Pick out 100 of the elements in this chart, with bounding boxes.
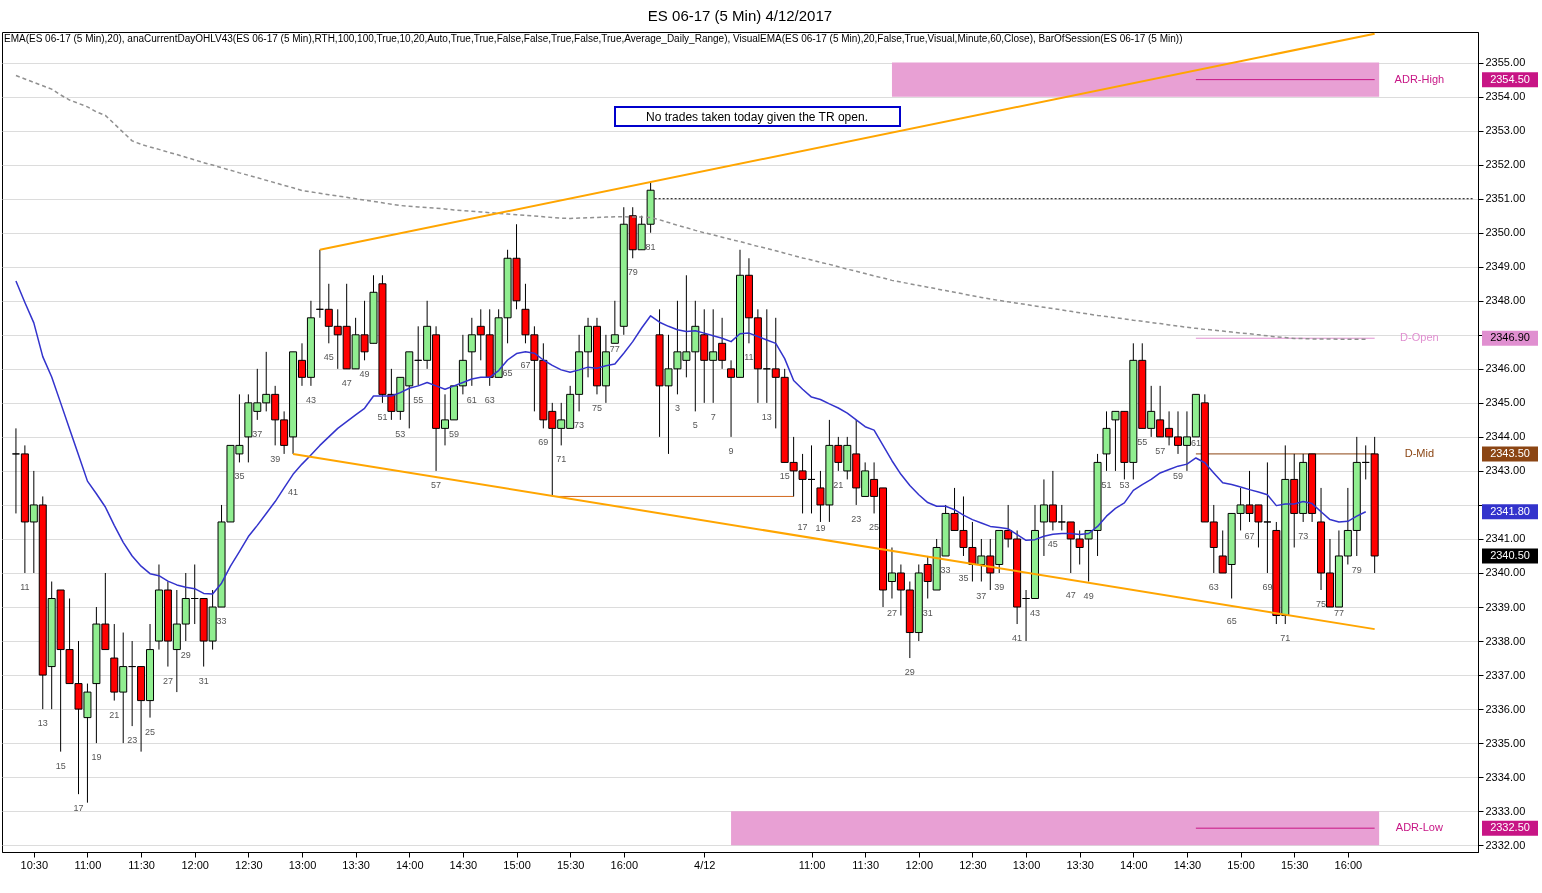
x-tick-label: 10:30	[20, 858, 49, 871]
x-tick-label: 14:00	[395, 858, 424, 871]
y-tick-label: 2350.00	[1485, 226, 1526, 239]
text: 11	[744, 352, 754, 363]
text: 2341.80	[1490, 504, 1530, 517]
text: 65	[1226, 615, 1237, 626]
text: 19	[815, 522, 826, 533]
y-tick-label: 2348.00	[1485, 294, 1526, 307]
annotation: No trades taken today given the TR open.	[646, 109, 868, 124]
x-tick-label: 11:30	[128, 858, 155, 871]
text: 77	[1333, 608, 1344, 619]
y-tick-label: 2345.00	[1485, 396, 1526, 409]
y-tick-label: 2337.00	[1485, 668, 1526, 681]
text: 5	[692, 420, 698, 431]
ref-line-label: ADR-Low	[1395, 821, 1443, 834]
text: 21	[109, 709, 120, 720]
text: 2346.90	[1490, 331, 1530, 344]
text: 25	[145, 726, 156, 737]
text: 11	[20, 582, 30, 592]
text: 53	[395, 428, 406, 439]
candlestick	[610, 300, 619, 344]
text: 79	[1351, 564, 1362, 575]
text: 81	[645, 241, 656, 252]
text: 35	[958, 572, 969, 583]
text: 29	[180, 650, 191, 661]
text: 33	[216, 616, 227, 627]
text: 33	[940, 564, 951, 575]
text: 3	[674, 403, 680, 414]
x-tick-label: 12:00	[905, 858, 934, 871]
text: 55	[413, 394, 424, 405]
y-tick-label: 2339.00	[1485, 600, 1526, 613]
text: 17	[797, 522, 808, 533]
y-tick-label: 2334.00	[1485, 770, 1526, 783]
text: 59	[1173, 470, 1184, 481]
text: 45	[1047, 539, 1058, 550]
text: 57	[431, 479, 442, 490]
text: 41	[288, 486, 299, 497]
text: 69	[1262, 582, 1273, 592]
text: 13	[761, 411, 772, 422]
text: 7	[710, 411, 716, 422]
y-tick-label: 2340.00	[1485, 566, 1526, 579]
text: 71	[1280, 633, 1291, 644]
text: 15	[55, 760, 66, 771]
ref-line-label: D-Mid	[1404, 446, 1435, 459]
text: 47	[341, 377, 352, 388]
text: 31	[198, 675, 209, 686]
y-tick-label: 2351.00	[1485, 192, 1526, 205]
text: 55	[1137, 437, 1148, 448]
text: 17	[73, 803, 84, 814]
text: 75	[1316, 599, 1327, 610]
x-tick-label: 14:30	[1173, 858, 1202, 871]
x-tick-label: 15:30	[1280, 858, 1309, 871]
text: 37	[252, 428, 263, 439]
y-tick-label: 2344.00	[1485, 430, 1526, 443]
x-tick-label: 13:00	[1012, 858, 1041, 871]
x-tick-label: 14:30	[449, 858, 478, 871]
y-tick-label: 2355.00	[1485, 56, 1526, 69]
text: 59	[448, 428, 459, 439]
y-tick-label: 2335.00	[1485, 736, 1526, 749]
ref-line-label: D-Open	[1400, 331, 1439, 344]
text: 35	[234, 471, 245, 482]
x-tick-label: 12:00	[181, 858, 209, 871]
text: 63	[1208, 582, 1219, 592]
text: 23	[127, 735, 138, 746]
text: 73	[574, 420, 585, 431]
text: 27	[162, 675, 173, 686]
text: 31	[922, 607, 933, 618]
text: 63	[484, 394, 495, 405]
text: 2354.50	[1490, 72, 1530, 85]
y-tick-label: 2349.00	[1485, 260, 1526, 273]
y-tick-label: 2346.00	[1485, 362, 1526, 375]
text: 2332.50	[1490, 821, 1530, 834]
text: 71	[556, 454, 567, 465]
x-tick-label: 12:30	[959, 858, 987, 871]
x-tick-label: 11:00	[798, 858, 826, 871]
text: 43	[305, 394, 316, 405]
x-tick-label: 13:00	[288, 858, 317, 871]
text: 57	[1155, 445, 1166, 456]
text: 49	[359, 369, 370, 380]
text: 41	[1012, 633, 1023, 644]
x-tick-label: 16:00	[610, 858, 639, 871]
text: 2343.50	[1490, 446, 1530, 459]
text: 67	[1244, 530, 1255, 541]
text: 73	[1298, 530, 1309, 541]
y-tick-label: 2352.00	[1485, 158, 1526, 171]
text: 29	[904, 667, 915, 678]
text: 51	[1101, 479, 1112, 490]
x-tick-label: 15:00	[1227, 858, 1255, 871]
x-tick-label: 13:30	[1066, 858, 1094, 871]
y-tick-label: 2353.00	[1485, 124, 1526, 137]
text: 79	[627, 267, 638, 278]
text: 69	[538, 437, 549, 448]
text: 19	[91, 752, 102, 763]
text: 9	[728, 445, 734, 456]
text: 61	[1190, 437, 1201, 448]
text: 61	[466, 394, 477, 405]
y-tick-label: 2354.00	[1485, 90, 1526, 103]
y-tick-label: 2336.00	[1485, 702, 1526, 715]
y-tick-label: 2332.00	[1485, 838, 1526, 851]
y-tick-label: 2333.00	[1485, 804, 1526, 817]
